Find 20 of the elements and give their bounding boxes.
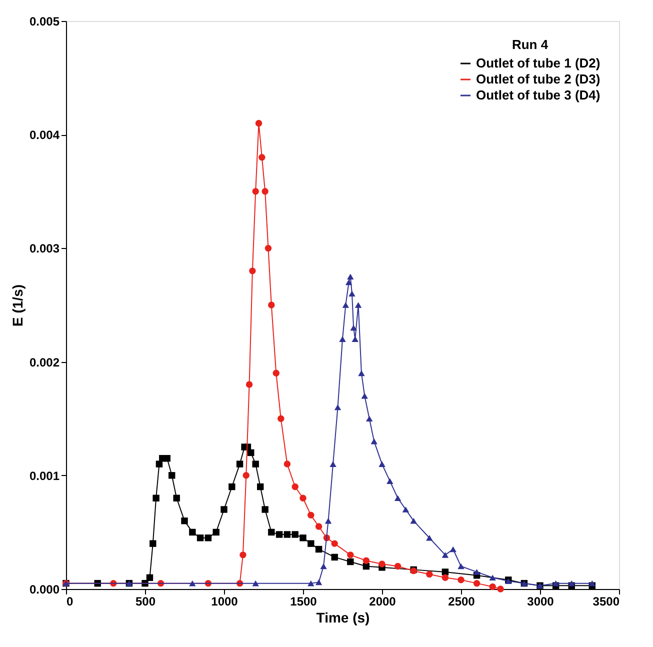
y-tick-label: 0.001 [29,468,60,483]
x-tick-label: 2000 [369,594,396,608]
x-tick-label: 1500 [290,594,318,608]
legend-label: Outlet of tube 1 (D2) [476,56,600,70]
y-tick-label: 0.004 [29,128,60,142]
x-tick-label: 0 [66,594,74,608]
x-axis-title: Time (s) [316,610,370,626]
legend-label: Outlet of tube 2 (D3) [476,72,600,86]
x-tick-label: 3000 [527,594,554,608]
y-tick-label: 0.000 [29,582,60,596]
x-tick-label: 500 [135,594,156,608]
legend-title: Run 4 [512,37,549,52]
x-tick-label: 3500 [592,594,620,608]
x-tick-label: 2500 [448,594,476,608]
legend-label: Outlet of tube 3 (D4) [476,88,600,102]
y-axis-title: E (1/s) [9,284,26,327]
x-tick-label: 1000 [211,594,238,608]
y-tick-label: 0.003 [29,242,60,256]
y-tick-label: 0.005 [29,14,60,28]
y-tick-label: 0.002 [29,355,60,370]
